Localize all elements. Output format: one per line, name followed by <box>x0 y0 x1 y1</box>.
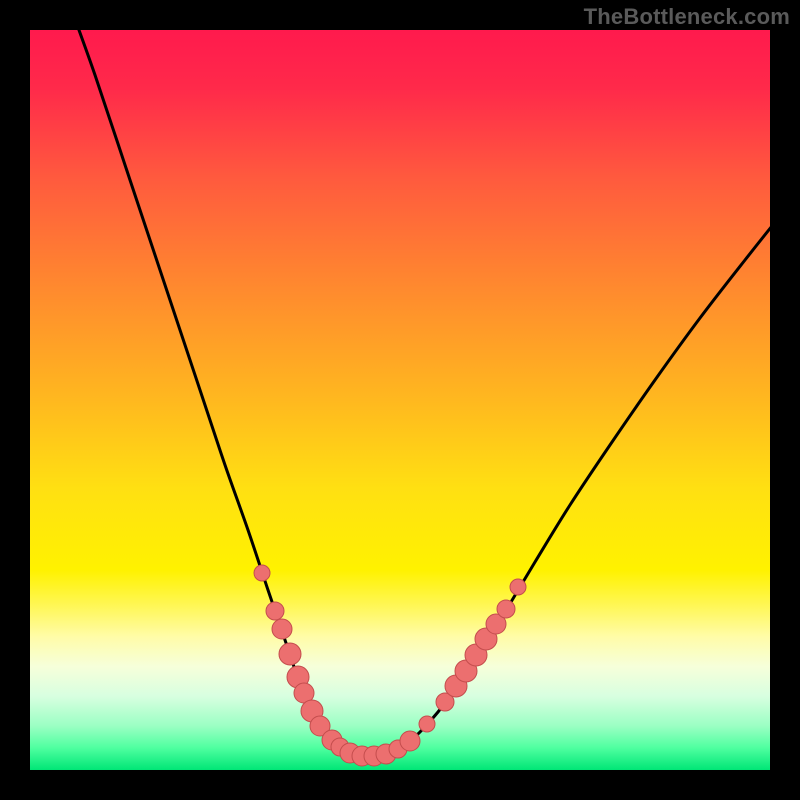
curve-marker <box>510 579 526 595</box>
plot-gradient-background <box>30 30 770 770</box>
curve-marker <box>254 565 270 581</box>
curve-marker <box>279 643 301 665</box>
curve-marker <box>272 619 292 639</box>
curve-marker <box>266 602 284 620</box>
curve-marker <box>419 716 435 732</box>
curve-marker <box>497 600 515 618</box>
chart-stage: TheBottleneck.com <box>0 0 800 800</box>
bottleneck-curve-chart <box>0 0 800 800</box>
watermark-text: TheBottleneck.com <box>584 4 790 30</box>
curve-marker <box>400 731 420 751</box>
